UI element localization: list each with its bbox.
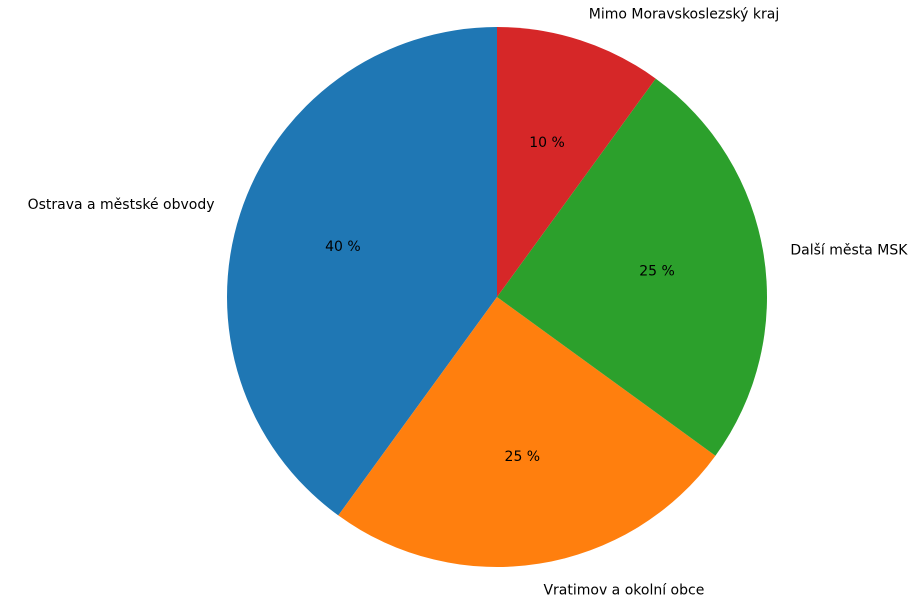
slice-percent-mimo-moravskoslezsky-kraj: 10 % xyxy=(529,135,565,151)
pie-slice-vratimov-a-okolni-obce xyxy=(338,297,716,567)
slice-percent-vratimov-a-okolni-obce: 25 % xyxy=(505,449,541,465)
pie-slice-dalsi-mesta-msk xyxy=(497,78,767,456)
pie-slice-mimo-moravskoslezsky-kraj xyxy=(497,27,656,297)
pie-slice-ostrava-a-mestske-obvody xyxy=(227,27,497,516)
slice-label-mimo-moravskoslezsky-kraj: Mimo Moravskoslezský kraj xyxy=(589,7,779,23)
slice-percent-dalsi-mesta-msk: 25 % xyxy=(639,264,675,280)
slice-label-vratimov-a-okolni-obce: Vratimov a okolní obce xyxy=(543,582,704,598)
slice-label-ostrava-a-mestske-obvody: Ostrava a městské obvody xyxy=(28,197,215,213)
slice-label-dalsi-mesta-msk: Další města MSK xyxy=(790,243,908,259)
slice-percent-ostrava-a-mestske-obvody: 40 % xyxy=(325,239,361,255)
